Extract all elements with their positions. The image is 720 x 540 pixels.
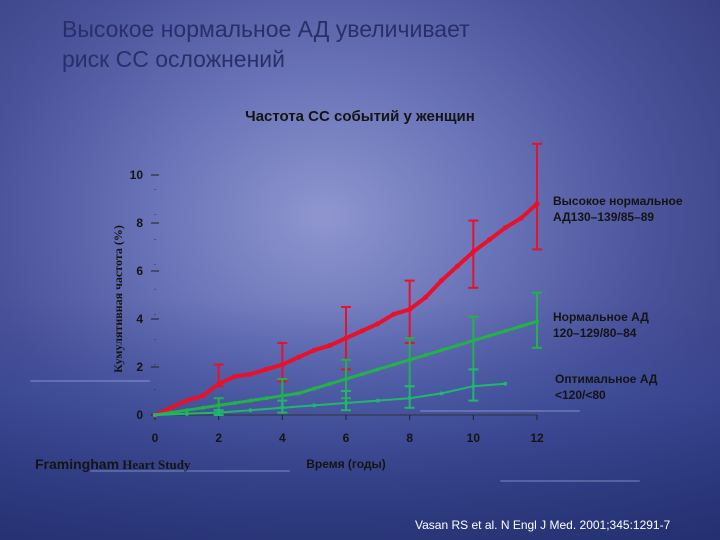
data-point-normal <box>184 408 189 413</box>
y-axis-label: Кумулятивная частота (%) <box>111 225 125 373</box>
data-point-optimal <box>153 413 157 417</box>
data-point-normal <box>487 333 492 338</box>
data-point-high-normal <box>423 294 429 300</box>
data-point-high-normal <box>454 263 460 269</box>
data-point-normal <box>455 343 460 348</box>
x-axis-label: Время (годы) <box>306 457 386 471</box>
data-point-high-normal <box>375 321 381 327</box>
wave-decoration <box>500 480 640 482</box>
x-tick-label: 8 <box>406 431 413 445</box>
data-point-high-normal <box>343 335 349 341</box>
data-point-normal <box>216 403 221 408</box>
series-label-optimal-line-2: <120/<80 <box>555 388 606 402</box>
data-point-normal <box>535 319 539 324</box>
series-label-optimal-line-1: Оптимальное АД <box>555 372 658 386</box>
data-point-normal <box>248 398 253 403</box>
series-label-normal-line-1: Нормальное АД <box>553 310 649 324</box>
data-point-normal <box>312 386 317 391</box>
data-point-optimal <box>439 391 444 396</box>
data-point-high-normal <box>232 374 238 380</box>
series-label-high-normal: Высокое нормальное АД130–139/85–89 <box>553 193 683 225</box>
data-point-high-normal <box>279 362 285 368</box>
x-tick-label: 4 <box>279 431 286 445</box>
data-point-optimal <box>471 384 476 389</box>
data-point-high-normal <box>518 215 524 221</box>
data-point-high-normal <box>534 201 540 207</box>
study-name: Framingham Heart Study <box>35 456 191 474</box>
data-point-high-normal <box>327 342 333 348</box>
data-point-optimal <box>280 405 285 410</box>
data-point-normal <box>519 324 524 329</box>
data-point-normal <box>407 357 412 362</box>
data-point-normal <box>375 367 380 372</box>
series-label-optimal: Оптимальное АД <120/<80 <box>555 371 657 403</box>
y-tick-label: 2 <box>136 360 143 374</box>
wave-decoration <box>90 470 290 472</box>
data-point-optimal <box>375 398 380 403</box>
slide-title: Высокое нормальное АД увеличивает риск С… <box>62 14 470 74</box>
y-tick-label: 4 <box>136 312 143 326</box>
data-point-high-normal <box>502 225 508 231</box>
study-name-part-2: Heart Study <box>119 457 191 472</box>
wave-decoration <box>30 380 150 382</box>
data-point-optimal <box>216 410 221 415</box>
y-tick-label: 0 <box>136 408 143 422</box>
sea-background <box>0 300 720 540</box>
data-point-high-normal <box>486 237 492 243</box>
data-point-optimal <box>407 396 412 401</box>
data-point-normal <box>232 401 237 405</box>
y-tick-label: 8 <box>136 216 143 230</box>
x-tick-label: 10 <box>467 431 481 445</box>
data-point-high-normal <box>407 306 413 312</box>
wave-decoration <box>420 410 580 412</box>
data-point-high-normal <box>263 366 269 372</box>
data-point-high-normal <box>470 249 476 255</box>
x-tick-label: 0 <box>152 431 159 445</box>
data-point-high-normal <box>168 405 174 411</box>
data-point-normal <box>471 338 476 343</box>
y-tick-label: 6 <box>136 264 143 278</box>
y-tick-label: 10 <box>130 168 144 182</box>
series-label-high-normal-line-1: Высокое нормальное <box>553 194 683 208</box>
data-point-high-normal <box>184 398 190 404</box>
series-label-normal-line-2: 120–129/80–84 <box>553 326 637 340</box>
data-point-normal <box>359 372 364 377</box>
data-point-high-normal <box>311 347 317 353</box>
data-point-optimal <box>184 411 189 416</box>
citation: Vasan RS et al. N Engl J Med. 2001;345:1… <box>415 518 671 532</box>
data-point-normal <box>423 353 428 357</box>
data-point-optimal <box>312 403 317 408</box>
data-point-normal <box>503 329 508 333</box>
data-point-normal <box>264 396 269 401</box>
data-point-normal <box>439 348 444 353</box>
slide-title-line-1: Высокое нормальное АД увеличивает <box>62 16 470 42</box>
data-point-high-normal <box>359 328 365 334</box>
chart-title: Частота СС событий у женщин <box>245 108 475 125</box>
data-point-high-normal <box>439 278 444 284</box>
series-label-normal: Нормальное АД 120–129/80–84 <box>553 309 649 341</box>
data-point-normal <box>328 381 333 386</box>
data-point-optimal <box>248 408 253 413</box>
data-point-high-normal <box>391 311 397 317</box>
data-point-normal <box>280 393 285 398</box>
series-label-high-normal-line-2: АД130–139/85–89 <box>553 210 655 224</box>
data-point-normal <box>391 362 396 367</box>
data-point-high-normal <box>248 371 253 377</box>
data-point-optimal <box>344 401 348 405</box>
x-tick-label: 6 <box>343 431 350 445</box>
slide-title-line-2: риск СС осложнений <box>62 46 285 72</box>
data-point-normal <box>200 405 205 410</box>
x-tick-label: 2 <box>215 431 222 445</box>
x-tick-label: 12 <box>530 431 544 445</box>
data-point-high-normal <box>200 393 206 399</box>
data-point-normal <box>296 391 301 396</box>
study-name-part-1: Framingham <box>35 456 120 472</box>
data-point-high-normal <box>216 381 222 387</box>
data-point-optimal <box>503 381 508 386</box>
data-point-high-normal <box>295 354 301 360</box>
series-line-optimal <box>154 382 506 416</box>
data-point-normal <box>344 377 348 381</box>
